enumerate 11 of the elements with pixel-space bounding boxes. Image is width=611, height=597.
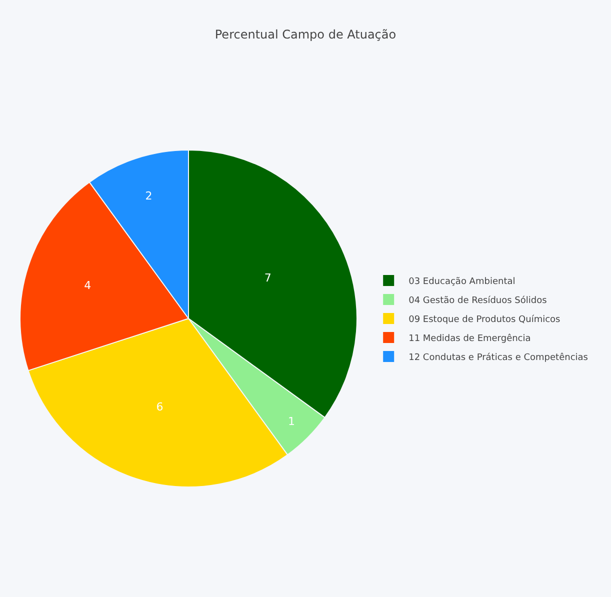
data-label: 6 [156, 400, 164, 414]
chart-title: Percentual Campo de Atuação [214, 27, 396, 42]
data-label: 7 [264, 272, 272, 285]
data-label: 4 [84, 279, 92, 292]
legend-label: 12 Condutas e Práticas e Competências [408, 352, 588, 364]
legend-label: 09 Estoque de Produtos Químicos [408, 314, 561, 326]
data-label: 1 [288, 415, 296, 428]
legend-label: 04 Gestão de Resíduos Sólidos [408, 295, 548, 306]
legend-label: 11 Medidas de Emergência [408, 333, 531, 344]
legend-label: 03 Educação Ambiental [408, 277, 516, 288]
data-label: 2 [145, 190, 152, 203]
